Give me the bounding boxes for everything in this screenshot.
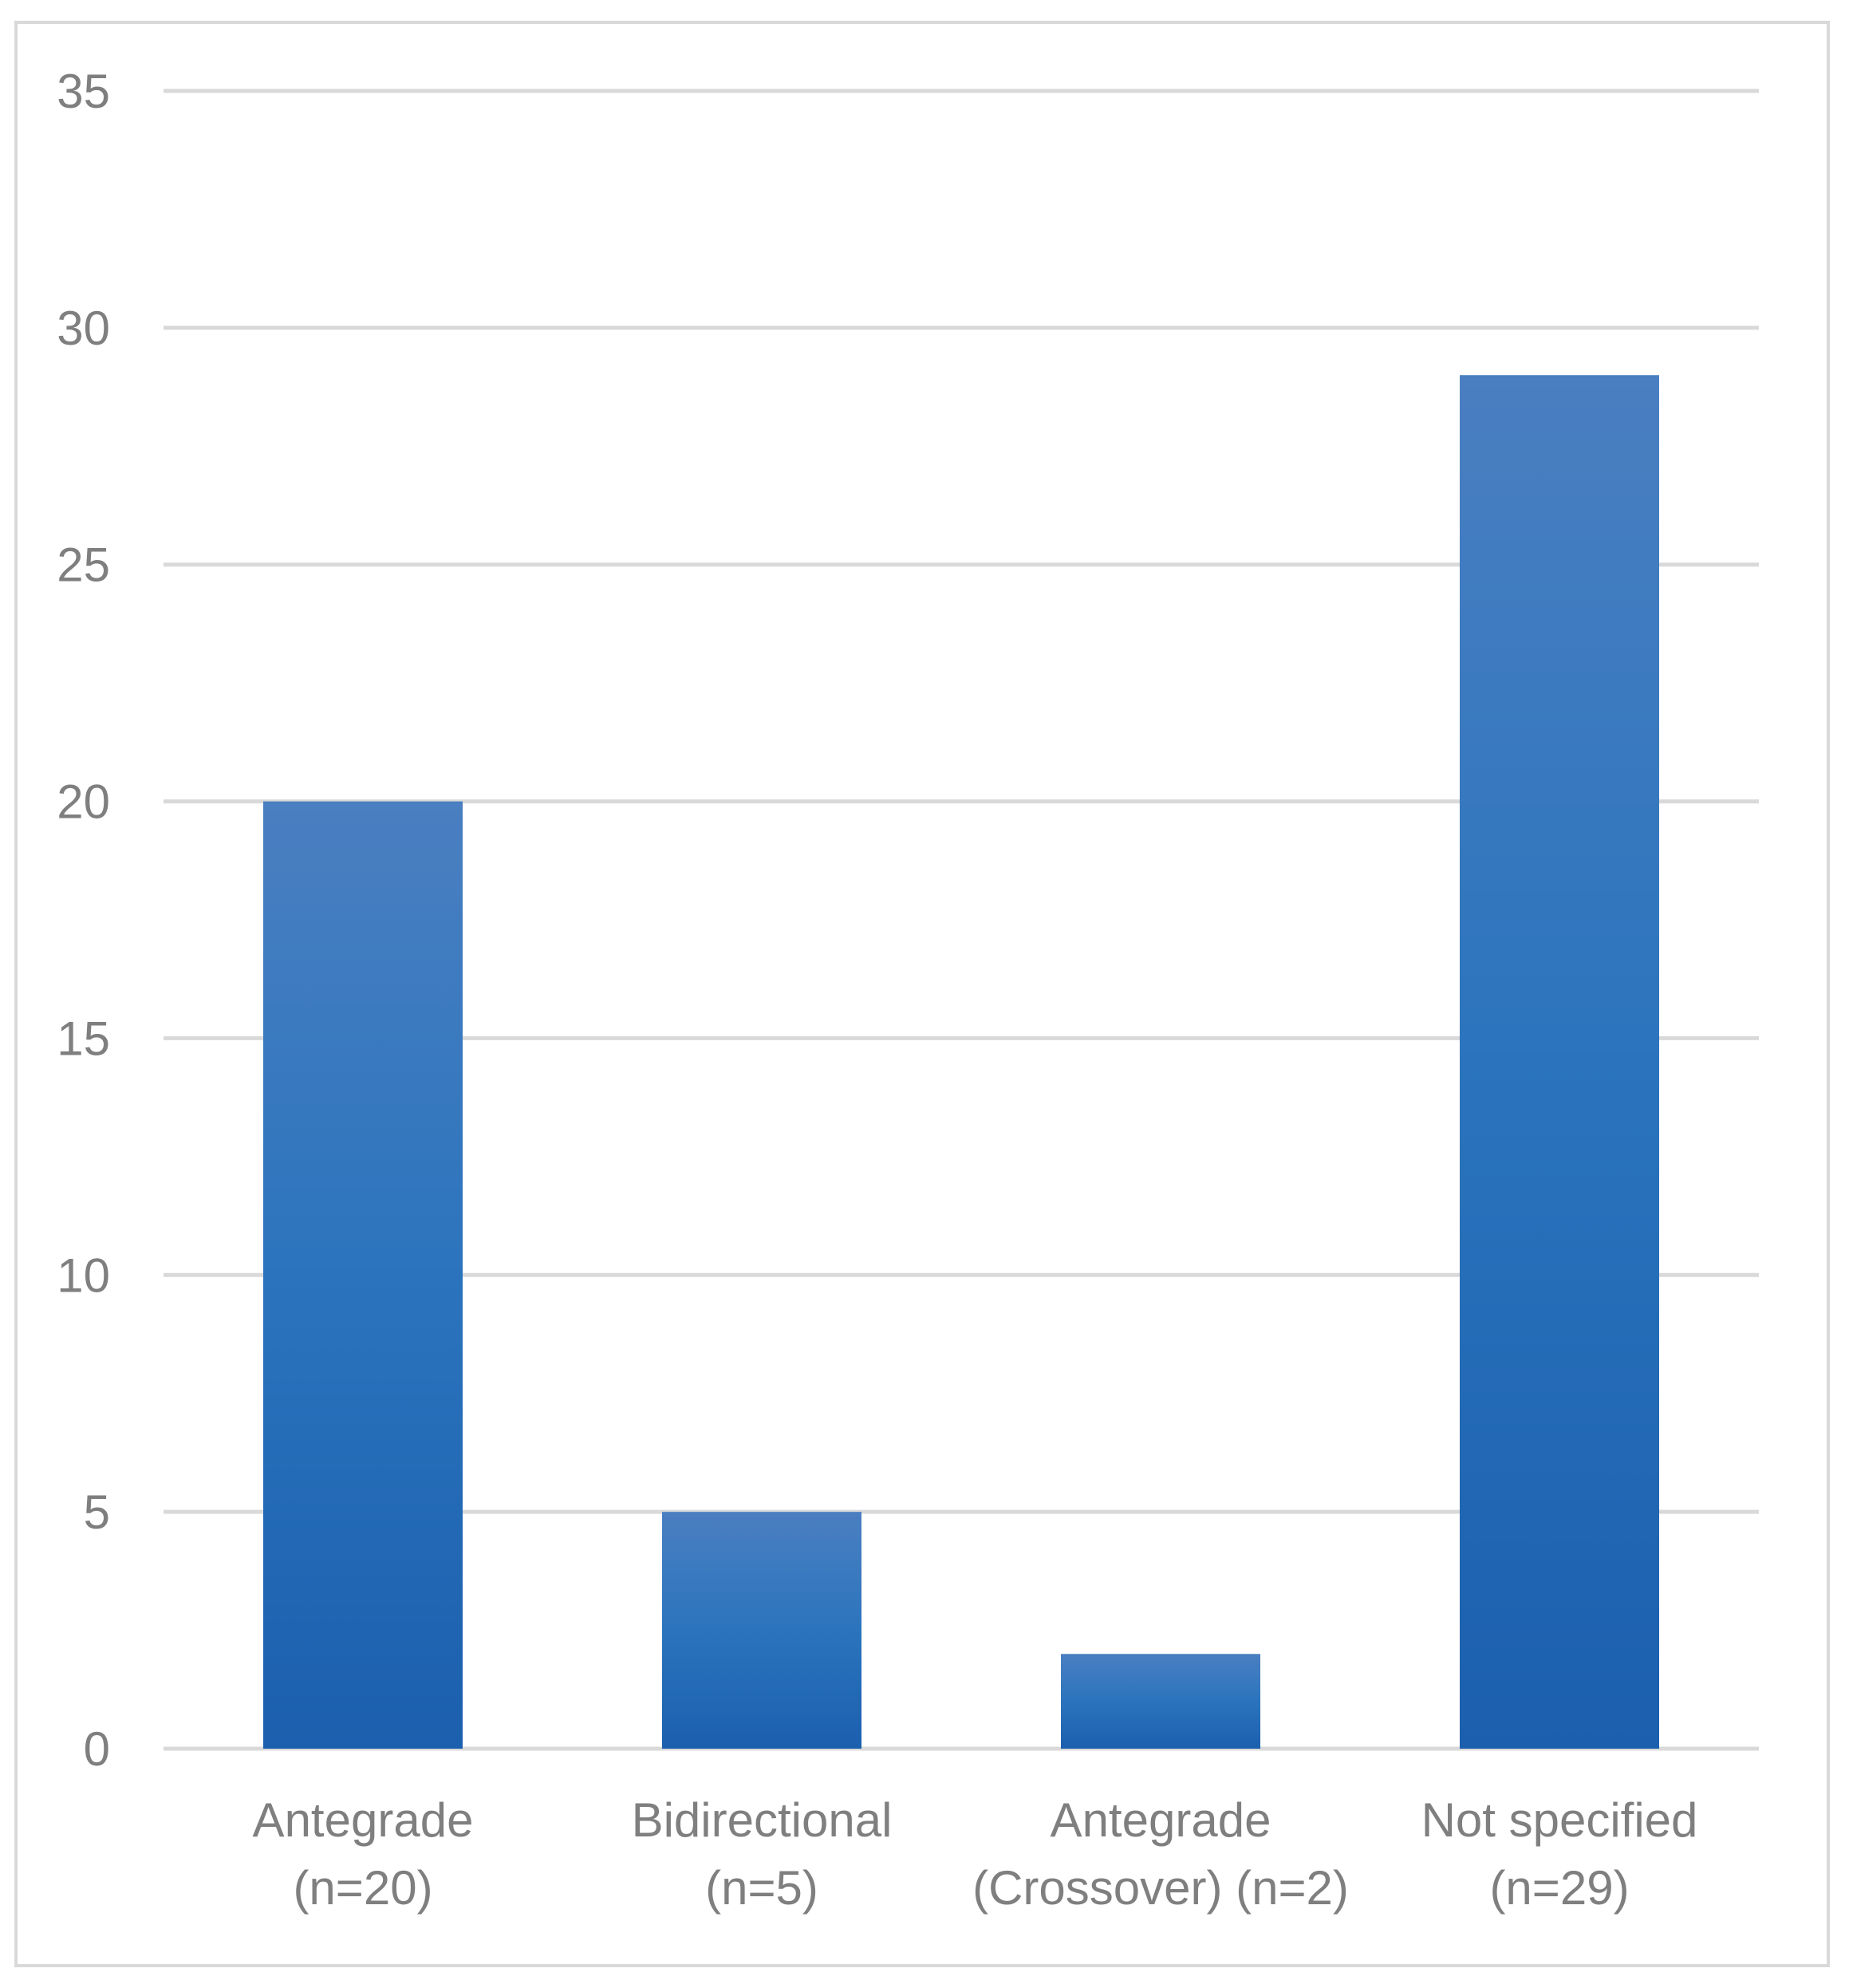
x-category-label: (n=29) <box>1489 1861 1629 1915</box>
y-tick-label: 30 <box>57 302 110 355</box>
y-tick-label: 35 <box>57 65 110 118</box>
bar-2 <box>1061 1654 1260 1749</box>
x-category-label: (Crossover) (n=2) <box>972 1861 1349 1915</box>
x-category-label: Antegrade <box>1051 1793 1271 1847</box>
x-category-label: (n=20) <box>293 1861 432 1915</box>
x-category-label: Not specified <box>1421 1793 1698 1847</box>
y-tick-label: 25 <box>57 538 110 592</box>
bar-3 <box>1460 375 1659 1749</box>
y-tick-label: 10 <box>57 1248 110 1302</box>
x-category-label: (n=5) <box>705 1861 818 1915</box>
bars <box>263 375 1659 1749</box>
y-tick-label: 0 <box>84 1722 110 1776</box>
bar-1 <box>662 1512 861 1749</box>
x-category-label: Bidirectional <box>632 1793 893 1847</box>
y-tick-label: 15 <box>57 1012 110 1065</box>
x-axis-category-labels: Antegrade (n=20) Bidirectional (n=5) Antegra… <box>253 1793 1698 1915</box>
y-tick-label: 20 <box>57 775 110 829</box>
y-axis-tick-labels: 0 5 10 15 20 25 30 35 <box>57 65 110 1776</box>
y-tick-label: 5 <box>84 1485 110 1539</box>
x-category-label: Antegrade <box>253 1793 474 1847</box>
bar-0 <box>263 801 463 1749</box>
